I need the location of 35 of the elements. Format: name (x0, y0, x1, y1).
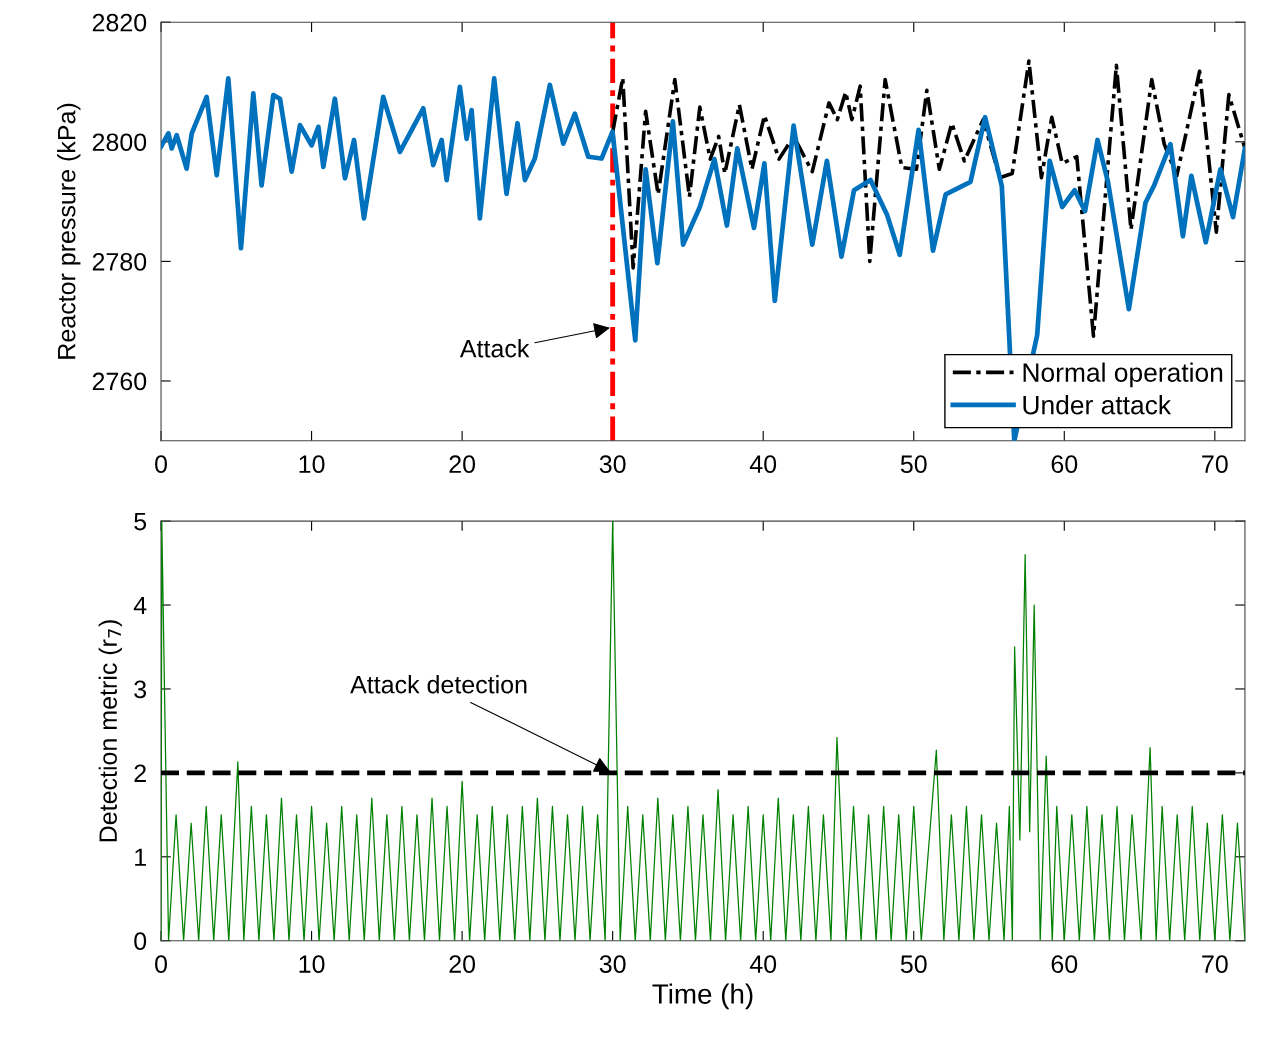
y-tick-label: 0 (134, 932, 147, 951)
y-tick-label: 3 (134, 680, 147, 699)
x-tick-label: 30 (599, 955, 626, 973)
x-tick-label: 20 (449, 955, 476, 973)
x-tick-label: 50 (900, 955, 927, 973)
x-tick-label: 70 (1202, 955, 1228, 973)
x-tick-label: 60 (1051, 955, 1078, 973)
x-tick-label: 10 (299, 455, 325, 474)
y-axis-title: Detection metric (r$_{7}$) (98, 620, 122, 842)
x-tick-label: 50 (900, 455, 927, 474)
x-tick-label: 70 (1202, 455, 1228, 474)
x-tick-label: 0 (155, 955, 168, 973)
y-tick-label: 2760 (92, 372, 147, 391)
x-tick-label: 20 (449, 455, 476, 474)
legend-label: Normal operation (1023, 362, 1223, 388)
y-tick-label: 1 (135, 848, 146, 866)
line-series (161, 521, 1245, 941)
x-tick-label: 10 (299, 955, 325, 973)
x-axis-title: Time (h) (652, 983, 753, 1010)
y-tick-label: 4 (133, 596, 147, 615)
x-tick-label: 60 (1051, 455, 1078, 474)
y-tick-label: 2 (134, 764, 146, 782)
legend-label: Under attack (1023, 395, 1172, 415)
x-tick-label: 30 (599, 455, 626, 474)
y-tick-label: 5 (134, 512, 147, 531)
x-tick-label: 0 (155, 455, 168, 474)
x-tick-label: 40 (749, 455, 777, 474)
y-tick-label: 2780 (92, 252, 147, 271)
x-tick-label: 40 (749, 955, 777, 973)
annotation: Attack (459, 339, 530, 358)
line-series (610, 59, 1245, 338)
y-axis-title: Reactor pressure (kPa) (57, 103, 81, 359)
annotation: Attack detection (350, 675, 527, 694)
y-tick-label: 2800 (92, 133, 147, 152)
y-tick-label: 2820 (92, 13, 147, 32)
